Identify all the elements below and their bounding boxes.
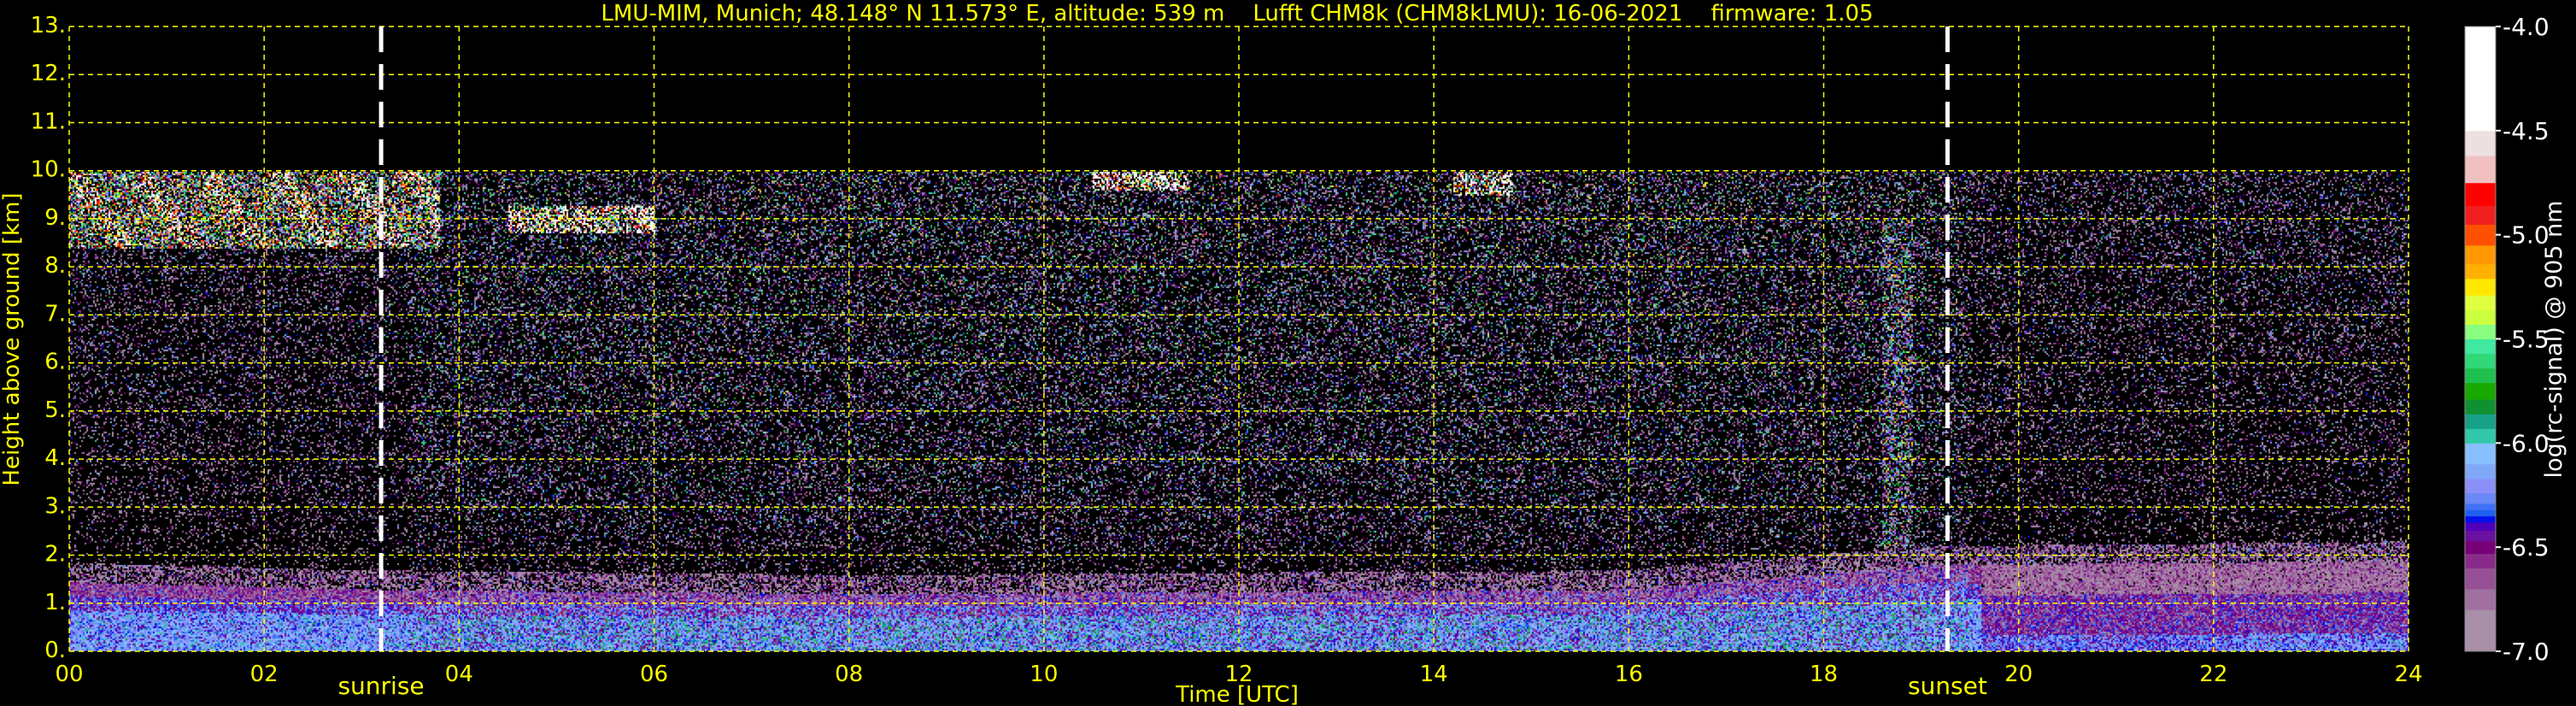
x-tick-label: 14 xyxy=(1420,662,1448,687)
colorbar-level xyxy=(2465,568,2496,590)
colorbar-level xyxy=(2465,26,2496,132)
colorbar-tick-label: -6.5 xyxy=(2503,533,2550,562)
x-tick-label: 16 xyxy=(1615,662,1643,687)
colorbar-level xyxy=(2465,553,2496,569)
y-tick-label: 11. xyxy=(31,109,66,134)
colorbar-level xyxy=(2465,156,2496,184)
y-tick-label: 7. xyxy=(44,301,66,327)
y-tick-label: 5. xyxy=(44,397,66,423)
colorbar-level xyxy=(2465,530,2496,542)
colorbar-level xyxy=(2465,399,2496,415)
colorbar-level xyxy=(2465,443,2496,465)
colorbar-level xyxy=(2465,263,2496,279)
colorbar-level xyxy=(2465,244,2496,265)
x-tick-label: 02 xyxy=(250,662,279,687)
colorbar-level xyxy=(2465,295,2496,310)
colorbar-level xyxy=(2465,521,2496,532)
colorbar-level xyxy=(2465,353,2496,369)
colorbar-level xyxy=(2465,278,2496,296)
colorbar-level xyxy=(2465,509,2496,517)
x-tick-label: 12 xyxy=(1224,662,1253,687)
chart-title: LMU-MIM, Munich; 48.148° N 11.573° E, al… xyxy=(601,1,1873,26)
colorbar-level xyxy=(2465,130,2496,156)
x-tick-label: 04 xyxy=(445,662,473,687)
grid-lines xyxy=(68,26,2409,652)
x-tick-label: 10 xyxy=(1030,662,1058,687)
sunset-label: sunset xyxy=(1908,672,1987,700)
sunrise-label: sunrise xyxy=(337,672,424,700)
y-tick-label: 4. xyxy=(44,445,66,471)
colorbar-level xyxy=(2465,609,2496,652)
x-tick-label: 20 xyxy=(2004,662,2033,687)
colorbar-level xyxy=(2465,540,2496,554)
annotations: sunrise sunset xyxy=(337,26,1987,700)
colorbar-tick-label: -7.0 xyxy=(2503,638,2550,666)
colorbar-level xyxy=(2465,515,2496,523)
colorbar-tick-label: -4.0 xyxy=(2503,13,2550,41)
x-tick-label: 08 xyxy=(835,662,863,687)
colorbar-tick-label: -6.0 xyxy=(2503,429,2550,457)
x-axis-label: Time [UTC] xyxy=(1175,682,1299,706)
colorbar-level xyxy=(2465,224,2496,246)
y-tick-label: 3. xyxy=(44,493,66,519)
x-axis-ticks: 00 02 04 06 08 10 12 14 16 18 20 22 24 xyxy=(55,662,2422,687)
y-tick-label: 12. xyxy=(31,61,66,86)
colorbar-label: log(rc-signal) @ 905 nm xyxy=(2541,201,2567,479)
y-tick-label: 0. xyxy=(44,638,66,663)
colorbar-level xyxy=(2465,368,2496,384)
colorbar-level xyxy=(2465,205,2496,225)
colorbar-tick-label: -5.0 xyxy=(2503,221,2550,250)
x-tick-label: 24 xyxy=(2394,662,2422,687)
y-tick-label: 8. xyxy=(44,253,66,279)
y-tick-label: 6. xyxy=(44,350,66,375)
colorbar-level xyxy=(2465,414,2496,429)
colorbar-level xyxy=(2465,309,2496,325)
colorbar-level xyxy=(2465,492,2496,504)
colorbar: -4.0 -4.5 -5.0 -5.5 -6.0 -6.5 -7.0 xyxy=(2464,13,2550,666)
colorbar-level xyxy=(2465,428,2496,444)
x-tick-label: 06 xyxy=(640,662,668,687)
y-axis-label: Height above ground [km] xyxy=(0,192,25,485)
colorbar-tick-label: -4.5 xyxy=(2503,117,2550,145)
colorbar-level xyxy=(2465,182,2496,207)
y-tick-label: 2. xyxy=(44,542,66,568)
colorbar-level xyxy=(2465,324,2496,339)
x-tick-label: 22 xyxy=(2199,662,2227,687)
y-axis-ticks: 0. 1. 2. 3. 4. 5. 6. 7. 8. 9. 10. 11. 12. 13. xyxy=(31,13,66,663)
x-tick-label: 18 xyxy=(1810,662,1838,687)
colorbar-level xyxy=(2465,338,2496,355)
y-tick-label: 9. xyxy=(44,205,66,231)
colorbar-level xyxy=(2465,503,2496,510)
x-tick-label: 00 xyxy=(55,662,83,687)
y-tick-label: 13. xyxy=(31,13,66,38)
colorbar-tick-label: -5.5 xyxy=(2503,326,2550,354)
y-tick-label: 1. xyxy=(44,590,66,615)
colorbar-level xyxy=(2465,382,2496,400)
y-tick-label: 10. xyxy=(31,157,66,183)
colorbar-level xyxy=(2465,478,2496,494)
colorbar-level xyxy=(2465,588,2496,610)
colorbar-level xyxy=(2465,463,2496,479)
